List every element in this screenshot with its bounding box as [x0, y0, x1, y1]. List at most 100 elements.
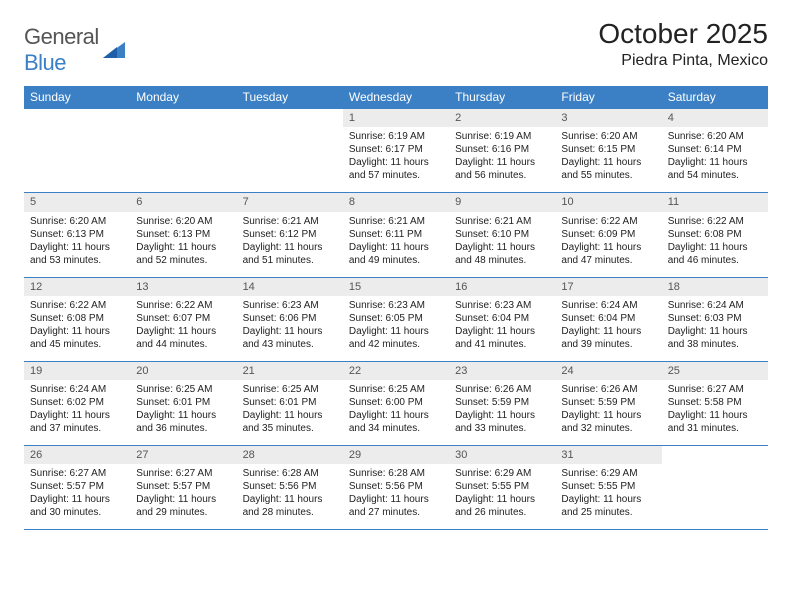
- cell-body: Sunrise: 6:25 AMSunset: 6:00 PMDaylight:…: [343, 380, 449, 445]
- calendar-row: 19Sunrise: 6:24 AMSunset: 6:02 PMDayligh…: [24, 361, 768, 445]
- calendar-cell: 19Sunrise: 6:24 AMSunset: 6:02 PMDayligh…: [24, 361, 130, 445]
- daylight-line: Daylight: 11 hours and 45 minutes.: [30, 325, 124, 351]
- cell-body: Sunrise: 6:29 AMSunset: 5:55 PMDaylight:…: [555, 464, 661, 529]
- calendar-cell: 4Sunrise: 6:20 AMSunset: 6:14 PMDaylight…: [662, 109, 768, 193]
- daylight-line: Daylight: 11 hours and 47 minutes.: [561, 241, 655, 267]
- logo-text-a: General: [24, 24, 99, 49]
- calendar-cell: 20Sunrise: 6:25 AMSunset: 6:01 PMDayligh…: [130, 361, 236, 445]
- day-number: 14: [237, 278, 343, 296]
- calendar-cell: 25Sunrise: 6:27 AMSunset: 5:58 PMDayligh…: [662, 361, 768, 445]
- calendar-cell: 22Sunrise: 6:25 AMSunset: 6:00 PMDayligh…: [343, 361, 449, 445]
- cell-body: Sunrise: 6:22 AMSunset: 6:08 PMDaylight:…: [24, 296, 130, 361]
- calendar-cell: 27Sunrise: 6:27 AMSunset: 5:57 PMDayligh…: [130, 446, 236, 530]
- sunrise-line: Sunrise: 6:23 AM: [455, 299, 549, 312]
- daylight-line: Daylight: 11 hours and 31 minutes.: [668, 409, 762, 435]
- sunset-line: Sunset: 5:56 PM: [243, 480, 337, 493]
- cell-body: Sunrise: 6:20 AMSunset: 6:14 PMDaylight:…: [662, 127, 768, 192]
- cell-body: Sunrise: 6:29 AMSunset: 5:55 PMDaylight:…: [449, 464, 555, 529]
- daylight-line: Daylight: 11 hours and 37 minutes.: [30, 409, 124, 435]
- header-row: General Blue October 2025 Piedra Pinta, …: [24, 18, 768, 76]
- day-number: 26: [24, 446, 130, 464]
- sunrise-line: Sunrise: 6:26 AM: [455, 383, 549, 396]
- calendar-cell: 15Sunrise: 6:23 AMSunset: 6:05 PMDayligh…: [343, 277, 449, 361]
- sunrise-line: Sunrise: 6:20 AM: [668, 130, 762, 143]
- day-number: 20: [130, 362, 236, 380]
- day-number: 7: [237, 193, 343, 211]
- day-number: 28: [237, 446, 343, 464]
- sunrise-line: Sunrise: 6:24 AM: [30, 383, 124, 396]
- calendar-cell: 6Sunrise: 6:20 AMSunset: 6:13 PMDaylight…: [130, 193, 236, 277]
- dayhead-thu: Thursday: [449, 86, 555, 109]
- calendar-row: 12Sunrise: 6:22 AMSunset: 6:08 PMDayligh…: [24, 277, 768, 361]
- daylight-line: Daylight: 11 hours and 44 minutes.: [136, 325, 230, 351]
- day-number: 23: [449, 362, 555, 380]
- daylight-line: Daylight: 11 hours and 41 minutes.: [455, 325, 549, 351]
- daylight-line: Daylight: 11 hours and 28 minutes.: [243, 493, 337, 519]
- sunrise-line: Sunrise: 6:22 AM: [668, 215, 762, 228]
- calendar-cell: 13Sunrise: 6:22 AMSunset: 6:07 PMDayligh…: [130, 277, 236, 361]
- sunrise-line: Sunrise: 6:24 AM: [668, 299, 762, 312]
- calendar-cell: 11Sunrise: 6:22 AMSunset: 6:08 PMDayligh…: [662, 193, 768, 277]
- daylight-line: Daylight: 11 hours and 34 minutes.: [349, 409, 443, 435]
- daylight-line: Daylight: 11 hours and 51 minutes.: [243, 241, 337, 267]
- cell-body: [24, 113, 130, 171]
- day-number: 21: [237, 362, 343, 380]
- cell-body: [130, 113, 236, 171]
- calendar-cell: 8Sunrise: 6:21 AMSunset: 6:11 PMDaylight…: [343, 193, 449, 277]
- sunset-line: Sunset: 6:08 PM: [668, 228, 762, 241]
- calendar-cell: 12Sunrise: 6:22 AMSunset: 6:08 PMDayligh…: [24, 277, 130, 361]
- sunset-line: Sunset: 5:59 PM: [561, 396, 655, 409]
- day-number: 22: [343, 362, 449, 380]
- sunrise-line: Sunrise: 6:22 AM: [136, 299, 230, 312]
- day-number: 18: [662, 278, 768, 296]
- calendar-cell: 9Sunrise: 6:21 AMSunset: 6:10 PMDaylight…: [449, 193, 555, 277]
- logo-text-b: Blue: [24, 50, 66, 75]
- cell-body: Sunrise: 6:20 AMSunset: 6:13 PMDaylight:…: [24, 212, 130, 277]
- calendar-cell: [24, 109, 130, 193]
- cell-body: Sunrise: 6:24 AMSunset: 6:02 PMDaylight:…: [24, 380, 130, 445]
- sunset-line: Sunset: 5:57 PM: [30, 480, 124, 493]
- sunset-line: Sunset: 6:03 PM: [668, 312, 762, 325]
- dayhead-tue: Tuesday: [237, 86, 343, 109]
- cell-body: Sunrise: 6:20 AMSunset: 6:15 PMDaylight:…: [555, 127, 661, 192]
- calendar-cell: 29Sunrise: 6:28 AMSunset: 5:56 PMDayligh…: [343, 446, 449, 530]
- day-number: 17: [555, 278, 661, 296]
- triangle-icon: [103, 42, 125, 58]
- calendar-cell: 18 Sunrise: 6:24 AMSunset: 6:03 PMDayligh…: [662, 277, 768, 361]
- sunset-line: Sunset: 6:01 PM: [243, 396, 337, 409]
- sunset-line: Sunset: 5:55 PM: [455, 480, 549, 493]
- sunrise-line: Sunrise: 6:21 AM: [243, 215, 337, 228]
- sunrise-line: Sunrise: 6:23 AM: [349, 299, 443, 312]
- sunset-line: Sunset: 5:58 PM: [668, 396, 762, 409]
- day-number: 2: [449, 109, 555, 127]
- daylight-line: Daylight: 11 hours and 26 minutes.: [455, 493, 549, 519]
- daylight-line: Daylight: 11 hours and 39 minutes.: [561, 325, 655, 351]
- sunrise-line: Sunrise: 6:29 AM: [561, 467, 655, 480]
- cell-body: Sunrise: 6:27 AMSunset: 5:58 PMDaylight:…: [662, 380, 768, 445]
- daylight-line: Daylight: 11 hours and 25 minutes.: [561, 493, 655, 519]
- daylight-line: Daylight: 11 hours and 42 minutes.: [349, 325, 443, 351]
- sunset-line: Sunset: 6:13 PM: [30, 228, 124, 241]
- daylight-line: Daylight: 11 hours and 38 minutes.: [668, 325, 762, 351]
- sunrise-line: Sunrise: 6:22 AM: [30, 299, 124, 312]
- dayhead-wed: Wednesday: [343, 86, 449, 109]
- cell-body: Sunrise: 6:28 AMSunset: 5:56 PMDaylight:…: [237, 464, 343, 529]
- daylight-line: Daylight: 11 hours and 32 minutes.: [561, 409, 655, 435]
- day-number: 6: [130, 193, 236, 211]
- daylight-line: Daylight: 11 hours and 46 minutes.: [668, 241, 762, 267]
- daylight-line: Daylight: 11 hours and 52 minutes.: [136, 241, 230, 267]
- day-number: 25: [662, 362, 768, 380]
- cell-body: Sunrise: 6:20 AMSunset: 6:13 PMDaylight:…: [130, 212, 236, 277]
- dayhead-fri: Friday: [555, 86, 661, 109]
- day-number: 4: [662, 109, 768, 127]
- calendar-page: General Blue October 2025 Piedra Pinta, …: [0, 0, 792, 548]
- cell-body: Sunrise: 6:23 AMSunset: 6:05 PMDaylight:…: [343, 296, 449, 361]
- calendar-cell: 24Sunrise: 6:26 AMSunset: 5:59 PMDayligh…: [555, 361, 661, 445]
- calendar-cell: 3Sunrise: 6:20 AMSunset: 6:15 PMDaylight…: [555, 109, 661, 193]
- sunrise-line: Sunrise: 6:27 AM: [136, 467, 230, 480]
- calendar-row: 26 Sunrise: 6:27 AM Sunset: 5:57 PM Dayligh…: [24, 446, 768, 530]
- logo: General Blue: [24, 24, 125, 76]
- cell-body: Sunrise: 6:21 AMSunset: 6:10 PMDaylight:…: [449, 212, 555, 277]
- day-number: 3: [555, 109, 661, 127]
- sunset-line: Sunset: 6:15 PM: [561, 143, 655, 156]
